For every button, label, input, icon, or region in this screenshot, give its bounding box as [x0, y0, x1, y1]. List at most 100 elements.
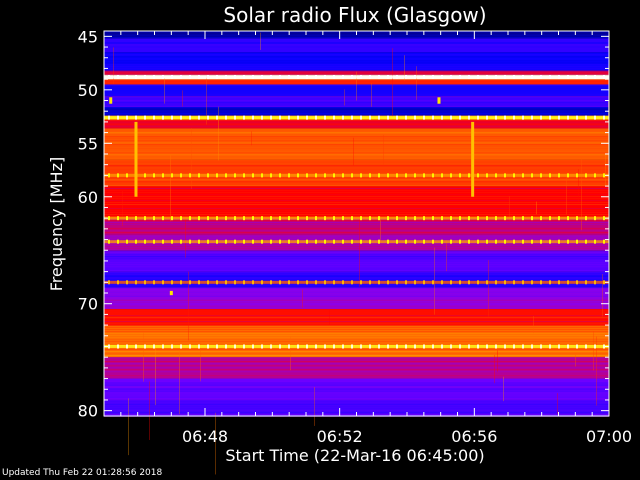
- line-dash: [333, 173, 335, 178]
- radio-burst: [471, 121, 475, 197]
- line-dash: [189, 173, 191, 178]
- line-dash: [279, 216, 281, 221]
- line-dash: [576, 239, 578, 244]
- line-dash: [189, 344, 191, 349]
- line-dash: [162, 115, 164, 120]
- band-texture: [104, 196, 609, 198]
- speckle: [380, 216, 381, 242]
- speckle: [353, 137, 354, 166]
- line-dash: [351, 239, 353, 244]
- line-dash: [585, 74, 587, 79]
- band-texture: [104, 396, 609, 398]
- band-texture: [104, 260, 609, 262]
- line-dash: [450, 216, 452, 221]
- band-texture: [104, 66, 609, 68]
- band-texture: [104, 212, 609, 214]
- radio-burst: [169, 290, 173, 296]
- line-dash: [171, 216, 173, 221]
- line-dash: [360, 280, 362, 285]
- line-dash: [234, 280, 236, 285]
- line-dash: [468, 115, 470, 120]
- line-dash: [450, 74, 452, 79]
- band-texture: [104, 371, 609, 373]
- line-dash: [351, 74, 353, 79]
- line-dash: [567, 74, 569, 79]
- band-texture: [104, 365, 609, 367]
- line-dash: [270, 115, 272, 120]
- speckle: [290, 336, 291, 371]
- band-texture: [104, 367, 609, 369]
- band-texture: [104, 301, 609, 303]
- band-texture: [104, 388, 609, 390]
- speckle: [497, 350, 498, 372]
- line-dash: [513, 344, 515, 349]
- x-tick-label: 07:00: [586, 427, 632, 446]
- band-texture: [104, 287, 609, 289]
- speckle: [575, 354, 576, 367]
- line-dash: [315, 344, 317, 349]
- line-dash: [549, 344, 551, 349]
- speckle: [143, 332, 144, 382]
- band-texture: [104, 144, 609, 146]
- line-dash: [549, 239, 551, 244]
- line-dash: [270, 216, 272, 221]
- line-dash: [396, 239, 398, 244]
- line-dash: [468, 239, 470, 244]
- line-dash: [513, 239, 515, 244]
- line-dash: [153, 216, 155, 221]
- line-dash: [387, 115, 389, 120]
- band-texture: [104, 248, 609, 250]
- x-axis-label: Start Time (22-Mar-16 06:45:00): [225, 446, 484, 465]
- line-dash: [558, 280, 560, 285]
- band-texture: [104, 299, 609, 301]
- line-dash: [261, 173, 263, 178]
- speckle: [605, 154, 606, 186]
- band-texture: [104, 234, 609, 236]
- band-texture: [104, 407, 609, 409]
- line-dash: [288, 239, 290, 244]
- line-dash: [288, 280, 290, 285]
- band-texture: [104, 323, 609, 325]
- x-tick-label: 06:56: [451, 427, 497, 446]
- band-texture: [104, 275, 609, 277]
- line-dash: [126, 344, 128, 349]
- line-dash: [189, 216, 191, 221]
- band-texture: [104, 307, 609, 309]
- line-dash: [261, 239, 263, 244]
- line-dash: [243, 173, 245, 178]
- line-dash: [234, 173, 236, 178]
- band-texture: [104, 108, 609, 110]
- line-dash: [189, 280, 191, 285]
- band-texture: [104, 333, 609, 335]
- line-dash: [162, 344, 164, 349]
- line-dash: [369, 74, 371, 79]
- band-texture: [104, 285, 609, 287]
- line-dash: [486, 74, 488, 79]
- band-texture: [104, 399, 609, 401]
- line-dash: [531, 239, 533, 244]
- line-dash: [288, 344, 290, 349]
- line-dash: [243, 74, 245, 79]
- line-dash: [504, 115, 506, 120]
- line-dash: [576, 115, 578, 120]
- line-dash: [603, 216, 605, 221]
- line-dash: [558, 173, 560, 178]
- line-dash: [387, 216, 389, 221]
- line-dash: [171, 344, 173, 349]
- line-dash: [567, 280, 569, 285]
- line-dash: [315, 74, 317, 79]
- line-dash: [216, 344, 218, 349]
- radio-burst: [134, 121, 138, 197]
- band-texture: [104, 146, 609, 148]
- speckle: [314, 387, 315, 426]
- line-dash: [369, 216, 371, 221]
- band-texture: [104, 37, 609, 38]
- band-texture: [104, 317, 609, 319]
- line-dash: [531, 74, 533, 79]
- band-texture: [104, 121, 609, 123]
- line-dash: [576, 216, 578, 221]
- band-texture: [104, 119, 609, 121]
- line-dash: [369, 344, 371, 349]
- line-dash: [252, 344, 254, 349]
- band-texture: [104, 297, 609, 299]
